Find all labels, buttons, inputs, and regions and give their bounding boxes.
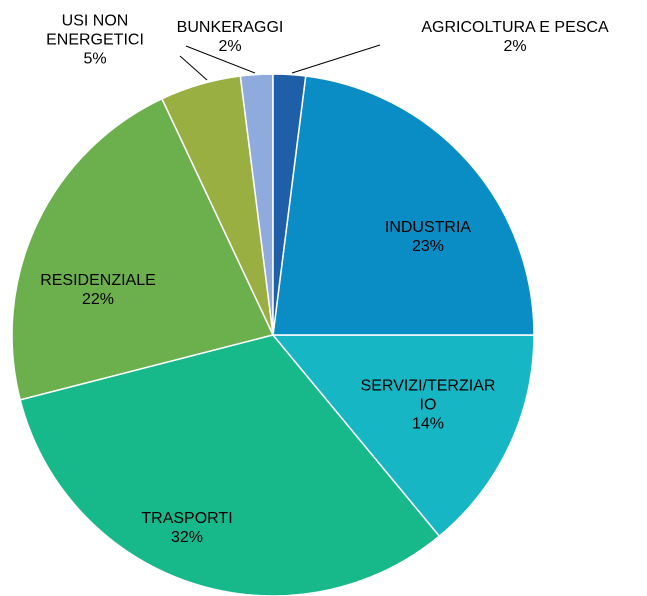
category-label: INDUSTRIA	[384, 219, 472, 236]
value-label: 32%	[170, 529, 204, 546]
category-label: SERVIZI/TERZIARIO	[360, 377, 496, 414]
category-label: TRASPORTI	[141, 510, 233, 527]
slice-label: INDUSTRIA 23%	[358, 218, 498, 256]
pie-slice	[272, 73, 307, 336]
slice-label: SERVIZI/TERZIARIO 14%	[361, 377, 496, 434]
value-label: 14%	[411, 415, 445, 433]
slice-label: TRASPORTI 32%	[117, 509, 257, 547]
pie-slice	[11, 97, 275, 401]
category-label: BUNKERAGGI	[176, 19, 284, 36]
leader-line	[291, 44, 381, 74]
category-label: AGRICOLTURA E PESCA	[421, 19, 609, 36]
value-label: 2%	[503, 38, 527, 55]
category-label: USI NON ENERGETICI	[46, 12, 144, 49]
value-label: 5%	[83, 50, 107, 68]
slice-label: BUNKERAGGI 2%	[160, 18, 300, 56]
pie-slice	[272, 75, 535, 336]
slice-label: AGRICOLTURA E PESCA 2%	[385, 18, 645, 56]
slice-label: USI NON ENERGETICI 5%	[38, 12, 153, 69]
value-label: 2%	[218, 38, 242, 55]
pie-slice	[271, 334, 535, 538]
value-label: 23%	[411, 238, 445, 255]
value-label: 22%	[81, 291, 115, 308]
pie-slice	[19, 334, 441, 596]
category-label: RESIDENZIALE	[40, 272, 156, 289]
slice-label: RESIDENZIALE 22%	[18, 271, 178, 309]
leader-line	[185, 45, 256, 74]
leader-line	[179, 55, 208, 81]
